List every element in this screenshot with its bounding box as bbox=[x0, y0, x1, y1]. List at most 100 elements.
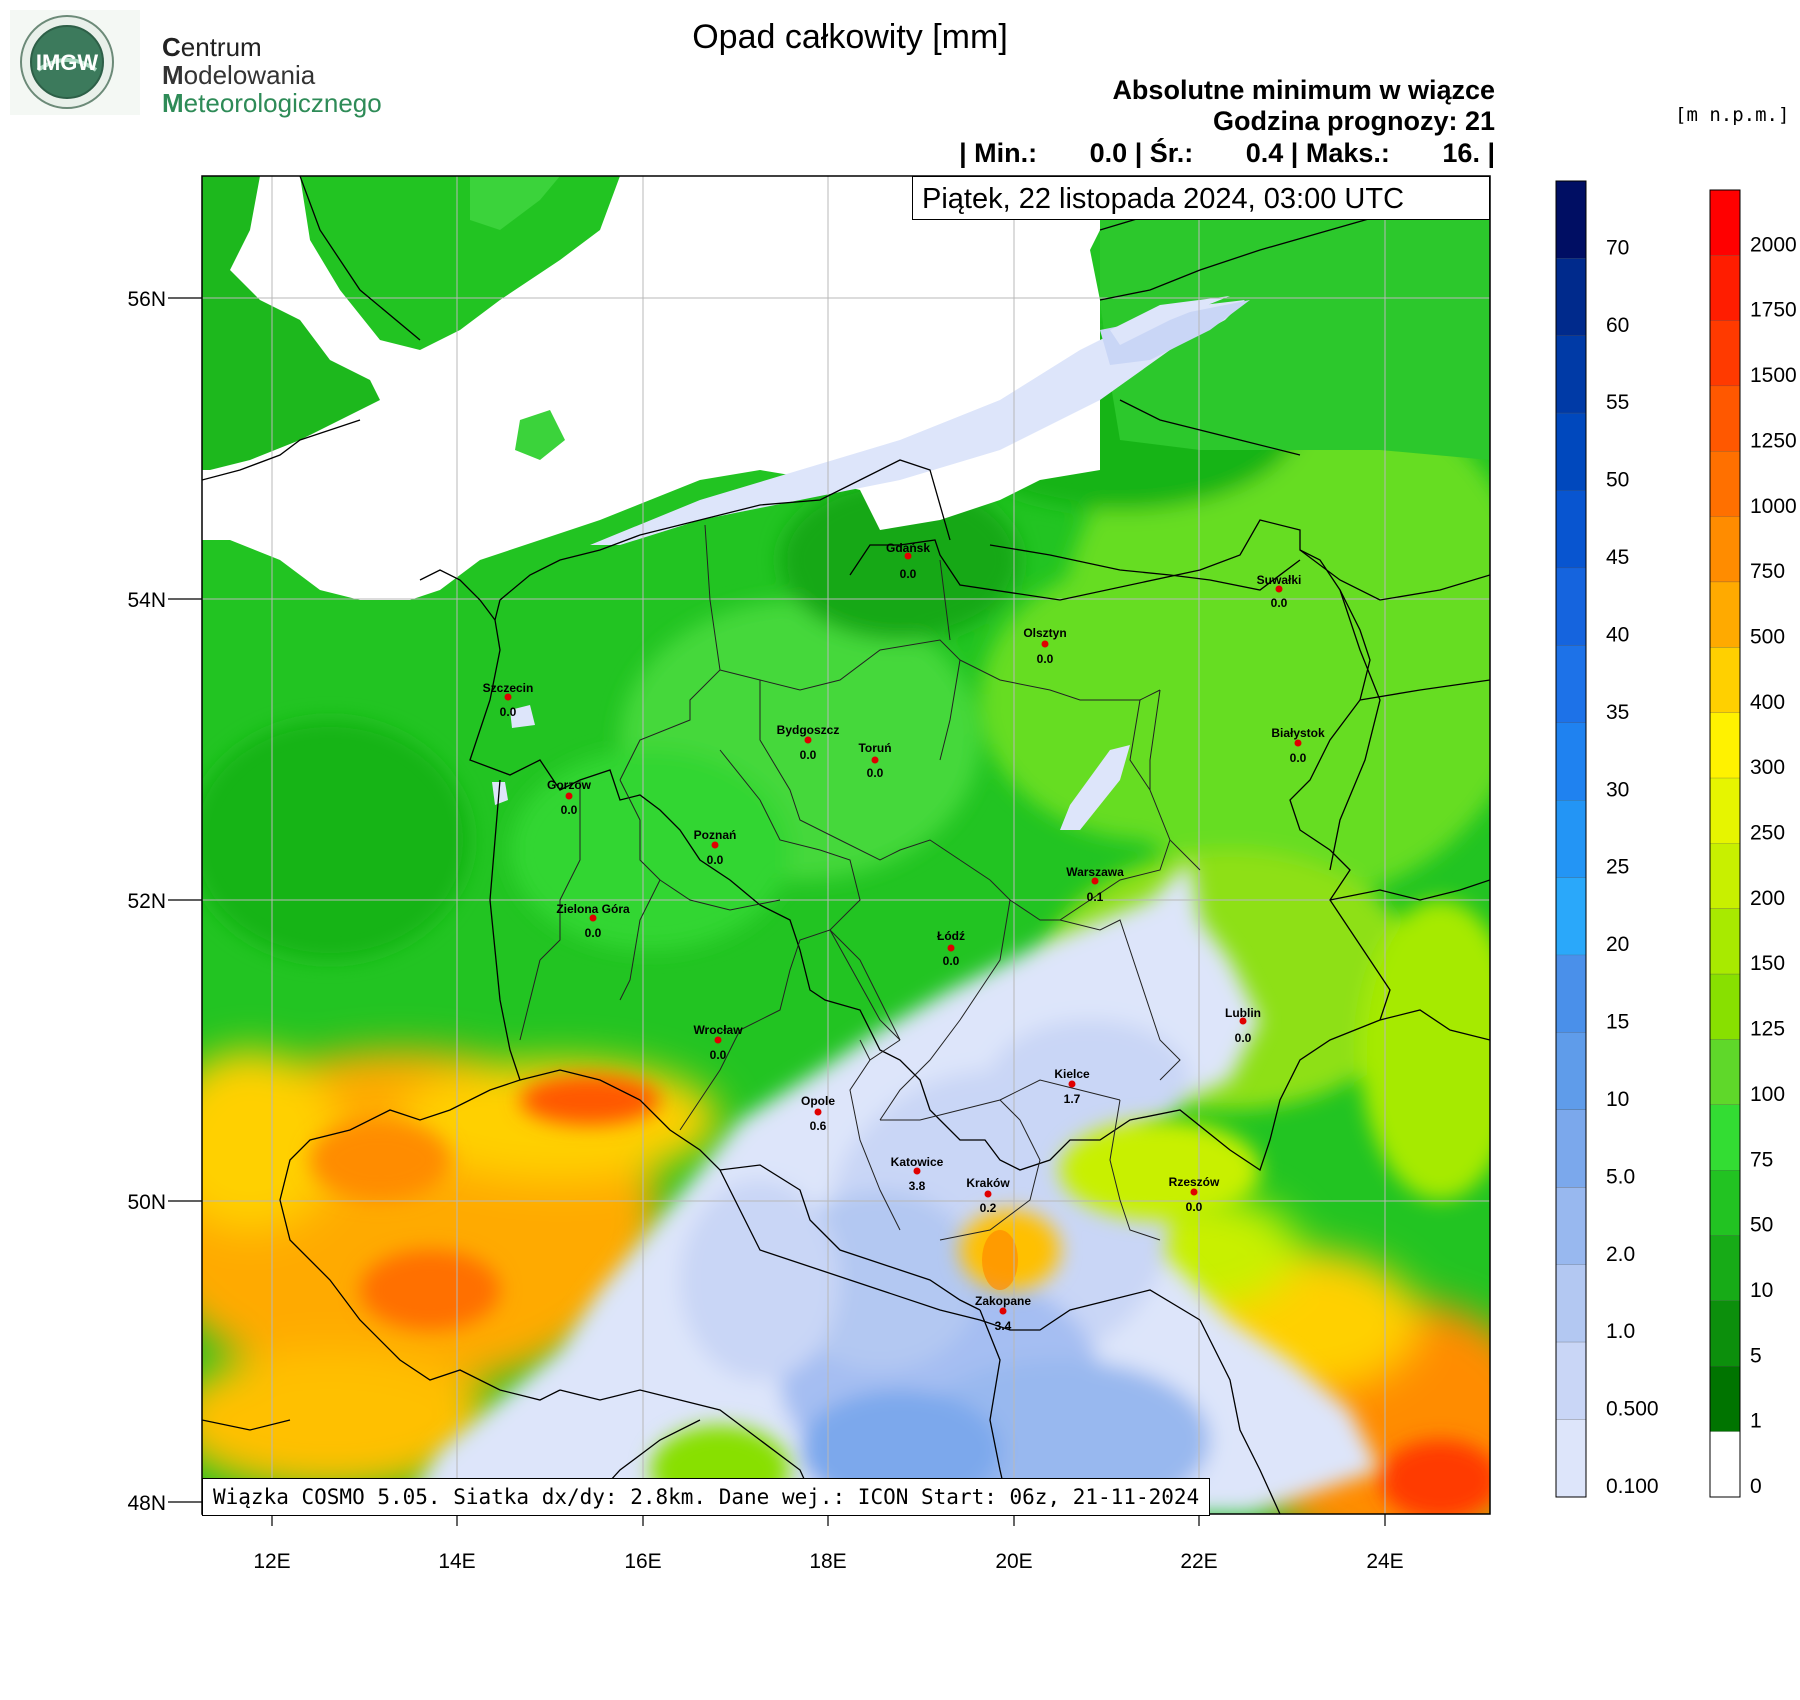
precipitation-scale-label: 2.0 bbox=[1606, 1243, 1635, 1266]
svg-text:0.0: 0.0 bbox=[1186, 1200, 1203, 1214]
svg-text:Bydgoszcz: Bydgoszcz bbox=[777, 723, 840, 737]
precipitation-scale-swatch bbox=[1556, 1419, 1586, 1498]
precipitation-scale-swatch bbox=[1556, 1187, 1586, 1266]
elevation-scale-swatch bbox=[1710, 843, 1740, 910]
elevation-scale-label: 50 bbox=[1750, 1214, 1773, 1237]
elevation-scale-swatch bbox=[1710, 1170, 1740, 1237]
city-zielona-gora: Zielona Góra 0.0 bbox=[556, 902, 630, 940]
svg-text:Kraków: Kraków bbox=[966, 1176, 1010, 1190]
svg-text:Rzeszów: Rzeszów bbox=[1169, 1175, 1220, 1189]
precipitation-scale-swatch bbox=[1556, 1264, 1586, 1343]
elevation-scale-swatch bbox=[1710, 516, 1740, 583]
svg-text:Zakopane: Zakopane bbox=[975, 1294, 1031, 1308]
elevation-scale-swatch bbox=[1710, 1235, 1740, 1302]
svg-text:0.0: 0.0 bbox=[585, 926, 602, 940]
elevation-scale-swatch bbox=[1710, 1366, 1740, 1433]
precipitation-scale-label: 10 bbox=[1606, 1088, 1629, 1111]
precipitation-scale-swatch bbox=[1556, 955, 1586, 1034]
city-szczecin: Szczecin 0.0 bbox=[483, 681, 534, 719]
svg-text:0.0: 0.0 bbox=[1290, 751, 1307, 765]
imgw-logo: IMGW Centrum Modelowania Meteorologiczne… bbox=[10, 10, 382, 117]
svg-text:0.0: 0.0 bbox=[561, 803, 578, 817]
svg-text:Suwałki: Suwałki bbox=[1257, 573, 1302, 587]
elevation-scale-frame bbox=[1709, 189, 1741, 1498]
city-bydgoszcz: Bydgoszcz 0.0 bbox=[777, 723, 840, 762]
svg-text:0.0: 0.0 bbox=[500, 705, 517, 719]
elevation-scale-label: 1000 bbox=[1750, 495, 1797, 518]
svg-text:Olsztyn: Olsztyn bbox=[1023, 626, 1066, 640]
elevation-scale-label: 400 bbox=[1750, 691, 1785, 714]
svg-text:Poznań: Poznań bbox=[694, 828, 737, 842]
svg-text:Warszawa: Warszawa bbox=[1066, 865, 1124, 879]
precipitation-scale-label: 45 bbox=[1606, 546, 1629, 569]
subtitle-forecast-hour: Godzina prognozy: 21 bbox=[1212, 106, 1495, 136]
precipitation-scale-swatch bbox=[1556, 413, 1586, 492]
elevation-color-scale: 2000175015001250100075050040030025020015… bbox=[1710, 190, 1797, 1498]
precipitation-scale-label: 40 bbox=[1606, 623, 1629, 646]
latitude-labels: 56N 54N 52N 50N 48N bbox=[127, 288, 166, 1515]
map-field bbox=[202, 176, 1490, 1514]
precipitation-scale-swatch bbox=[1556, 877, 1586, 956]
elevation-scale-swatch bbox=[1710, 908, 1740, 975]
elevation-scale-label: 1750 bbox=[1750, 299, 1797, 322]
precipitation-scale-label: 15 bbox=[1606, 1011, 1629, 1034]
elevation-scale-label: 150 bbox=[1750, 952, 1785, 975]
svg-text:0.1: 0.1 bbox=[1087, 890, 1104, 904]
elevation-units: [m n.p.m.] bbox=[1675, 104, 1790, 126]
precipitation-scale-swatch bbox=[1556, 258, 1586, 337]
elevation-scale-swatch bbox=[1710, 190, 1740, 256]
elevation-scale-swatch bbox=[1710, 974, 1740, 1041]
lat-label: 56N bbox=[127, 288, 166, 311]
svg-text:0.0: 0.0 bbox=[1235, 1031, 1252, 1045]
svg-text:0.6: 0.6 bbox=[810, 1119, 827, 1133]
elevation-scale-label: 5 bbox=[1750, 1344, 1762, 1367]
lon-label: 18E bbox=[809, 1550, 846, 1573]
city-gorzow: Gorzów 0.0 bbox=[547, 778, 592, 817]
elevation-scale-swatch bbox=[1710, 320, 1740, 387]
precipitation-scale-swatch bbox=[1556, 568, 1586, 646]
precipitation-scale-swatch bbox=[1556, 490, 1586, 569]
city-suwalki: Suwałki 0.0 bbox=[1257, 573, 1302, 610]
svg-text:Katowice: Katowice bbox=[891, 1155, 944, 1169]
elevation-scale-label: 300 bbox=[1750, 756, 1785, 779]
svg-text:0.2: 0.2 bbox=[980, 1201, 997, 1215]
svg-text:0.0: 0.0 bbox=[1271, 596, 1288, 610]
elevation-scale-label: 250 bbox=[1750, 822, 1785, 845]
svg-text:Gorzów: Gorzów bbox=[547, 778, 592, 792]
city-poznan: Poznań 0.0 bbox=[694, 828, 737, 867]
lat-label: 54N bbox=[127, 589, 166, 612]
elevation-scale-label: 10 bbox=[1750, 1279, 1773, 1302]
svg-text:Kielce: Kielce bbox=[1054, 1067, 1090, 1081]
city-bialystok: Białystok 0.0 bbox=[1271, 726, 1325, 765]
elevation-scale-swatch bbox=[1710, 582, 1740, 648]
page-title: Opad całkowity [mm] bbox=[692, 18, 1008, 56]
precipitation-scale-swatch bbox=[1556, 1342, 1586, 1421]
city-lodz: Łódź 0.0 bbox=[937, 929, 965, 968]
precipitation-scale-label: 25 bbox=[1606, 856, 1629, 879]
svg-text:Białystok: Białystok bbox=[1271, 726, 1325, 740]
elevation-scale-label: 100 bbox=[1750, 1083, 1785, 1106]
elevation-scale-swatch bbox=[1710, 386, 1740, 452]
subtitle-ensemble: Absolutne minimum w wiązce bbox=[1112, 75, 1495, 105]
city-markers: Gdańsk 0.0 Suwałki 0.0 Olsztyn 0.0 Szczecin… bbox=[483, 541, 1325, 1333]
city-torun: Toruń 0.0 bbox=[858, 741, 891, 780]
elevation-scale-swatch bbox=[1710, 255, 1740, 322]
svg-text:0.0: 0.0 bbox=[900, 567, 917, 581]
precipitation-scale-label: 20 bbox=[1606, 933, 1629, 956]
elevation-scale-swatch bbox=[1710, 1039, 1740, 1106]
precipitation-color-scale: 70 60 55 50 45 40 35 30 25 20 15 10 5.0 2.0 1.0 0.500 0.… bbox=[1556, 181, 1659, 1498]
elevation-scale-swatch bbox=[1710, 1300, 1740, 1367]
lat-label: 48N bbox=[127, 1492, 166, 1515]
city-wroclaw: Wrocław 0.0 bbox=[693, 1023, 743, 1062]
precipitation-scale-swatch bbox=[1556, 800, 1586, 879]
svg-text:Zielona Góra: Zielona Góra bbox=[556, 902, 630, 916]
precipitation-scale-frame bbox=[1555, 180, 1587, 1498]
elevation-scale-label: 200 bbox=[1750, 887, 1785, 910]
elevation-scale-label: 2000 bbox=[1750, 233, 1797, 256]
svg-text:IMGW: IMGW bbox=[36, 50, 99, 75]
svg-text:0.0: 0.0 bbox=[867, 766, 884, 780]
svg-text:Opole: Opole bbox=[801, 1094, 835, 1108]
svg-text:Lublin: Lublin bbox=[1225, 1006, 1261, 1020]
elevation-scale-label: 75 bbox=[1750, 1148, 1773, 1171]
